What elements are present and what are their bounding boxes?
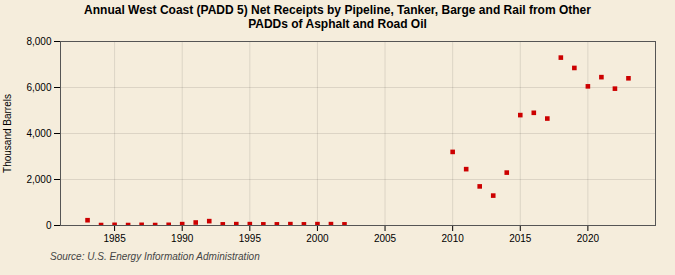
svg-text:2,000: 2,000 (26, 174, 51, 185)
svg-text:0: 0 (46, 220, 52, 231)
svg-text:2010: 2010 (442, 233, 465, 244)
html-text:Source: U.S. Energy Informatio: Source: U.S. Energy Information Administ… (50, 251, 260, 262)
svg-text:1985: 1985 (103, 233, 126, 244)
svg-text:2015: 2015 (509, 233, 532, 244)
html-text:Annual West Coast (PADD 5) Net: Annual West Coast (PADD 5) Net Receipts … (84, 3, 591, 31)
svg-text:2000: 2000 (306, 233, 329, 244)
svg-text:2005: 2005 (374, 233, 397, 244)
svg-text:Thousand Barrels: Thousand Barrels (2, 94, 13, 173)
svg-text:6,000: 6,000 (26, 82, 51, 93)
svg-text:4,000: 4,000 (26, 128, 51, 139)
svg-text:1995: 1995 (239, 233, 262, 244)
svg-text:2020: 2020 (577, 233, 600, 244)
svg-text:8,000: 8,000 (26, 36, 51, 47)
svg-text:1990: 1990 (171, 233, 194, 244)
